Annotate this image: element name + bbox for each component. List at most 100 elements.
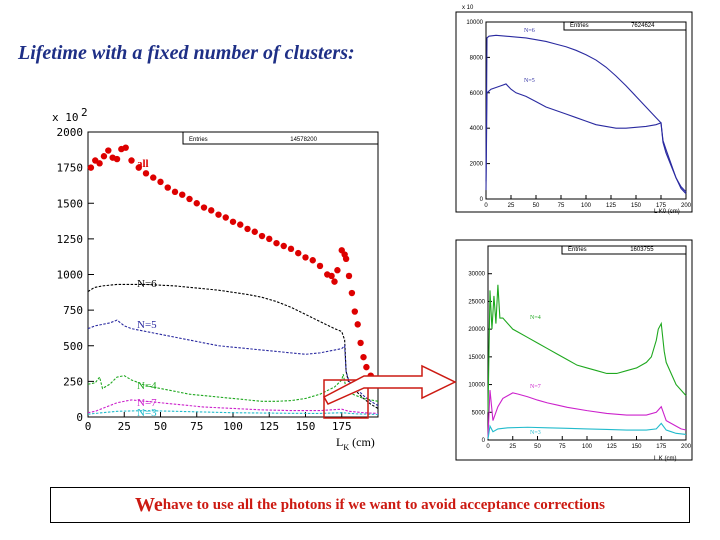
x-tick-label: 25 [509,444,516,450]
x-axis-label-main: L [336,435,343,449]
zoom-arrow-shape [322,364,457,405]
x-tick-label: 100 [223,420,243,433]
data-point-all [237,221,244,228]
legend-label-n-6: N=6 [524,28,535,34]
y-tick-label: 1000 [57,269,84,282]
data-point-all [328,272,335,280]
stats-box [182,131,379,145]
x-tick-label: 0 [486,444,490,450]
data-point-all [150,174,157,181]
y-tick-label: 6000 [470,91,484,97]
x-tick-label: 150 [631,444,642,450]
legend-label-n-4: N=4 [530,315,541,321]
data-point-all [157,178,164,186]
canvas-frame [455,11,693,213]
data-point-all [222,214,229,221]
x-tick-label: 125 [606,203,617,209]
data-point-all [105,147,112,154]
data-point-all [316,262,324,270]
stats-box [563,21,687,31]
y-tick-label: 2000 [470,162,484,168]
zoom-region-box [323,379,369,419]
legend-label-n-3: N=3 [530,430,541,436]
x-axis-label: L K (cm) [654,456,676,462]
data-point-all [186,195,193,203]
x-axis-label: L K0 (cm) [654,209,680,215]
footer-first-word: We [135,493,163,516]
data-point-all [87,164,95,171]
y-tick-label: 10000 [466,20,483,26]
y-tick-label: 0 [480,197,484,203]
data-point-all [342,255,350,263]
x-tick-label: 50 [534,444,541,450]
x-tick-label: 125 [607,444,618,450]
y-tick-label: 20000 [468,327,485,333]
data-point-all [287,245,295,253]
x-tick-label: 125 [259,420,279,433]
data-point-all [244,225,251,233]
y-tick-label: 15000 [468,355,485,361]
x-tick-label: 25 [118,420,131,433]
x-tick-label: 75 [190,420,203,433]
data-point-all [357,339,364,347]
x-tick-label: 175 [656,444,667,450]
data-point-all [363,363,370,371]
x-tick-label: 175 [332,420,352,433]
data-point-all [179,191,186,198]
legend-label-n-5: N=5 [524,78,535,84]
x-tick-label: 150 [296,420,316,433]
y-tick-label: 5000 [472,410,486,416]
x-tick-label: 50 [533,203,540,209]
stats-value: 14578200 [290,137,317,143]
series-line-n-3 [87,410,379,415]
y-tick-label: 1250 [57,233,84,246]
data-point-all [215,211,222,218]
n4-n7-n3-lifetime-chart: 0 25 50 75 100 125 150 175 200 0 5000 10000 15000 200… [455,239,693,462]
y-axis-multiplier: x 10 [52,111,79,124]
x-tick-label: 25 [508,203,515,209]
legend-label-n-6: N=6 [137,278,157,290]
legend-label-n-3: N=3 [137,407,157,419]
x-tick-label: 100 [582,444,593,450]
y-tick-label: 2000 [57,126,84,139]
x-tick-label: 200 [681,444,692,450]
x-tick-label: 75 [558,203,565,209]
data-point-all [295,249,302,257]
data-point-all [266,235,273,243]
legend-label-n-5: N=5 [137,319,157,331]
y-tick-label: 500 [63,340,83,353]
legend-label-n-7: N=7 [530,384,541,390]
series-line-n-6 [485,34,687,195]
data-point-all [200,204,208,211]
data-point-all [135,164,142,171]
slide-title: Lifetime with a fixed number of clusters… [18,42,355,64]
data-point-all [113,155,121,163]
y-tick-label: 250 [63,375,83,388]
y-tick-label: 10000 [468,383,485,389]
y-axis-multiplier-exponent: 2 [81,106,88,119]
series-line-n-4 [487,284,687,413]
y-tick-label: 750 [63,304,83,317]
stats-label: Entries [568,247,587,253]
data-point-all [258,232,266,240]
series-line-n-7 [487,390,687,438]
footer-text: have to use all the photons if we want t… [162,496,605,513]
y-tick-label: 8000 [470,55,484,61]
n6-n5-lifetime-chart: 0 25 50 75 100 125 150 175 200020004000600080001… [455,5,693,215]
data-point-all [360,353,367,361]
series-line-n-7 [87,399,379,414]
stats-value: 7624624 [631,23,655,29]
data-point-all [334,267,341,274]
x-tick-label: 150 [631,203,642,209]
legend-label-all: all [137,158,149,170]
data-point-all [351,308,358,315]
data-point-all [302,254,309,261]
x-tick-label: 100 [581,203,592,209]
data-point-all [100,153,108,160]
stats-label: Entries [189,137,208,143]
x-tick-label: 75 [559,444,566,450]
legend-label-n-7: N=7 [137,397,157,409]
y-tick-label: 0 [76,411,83,424]
x-tick-label: 200 [681,203,692,209]
